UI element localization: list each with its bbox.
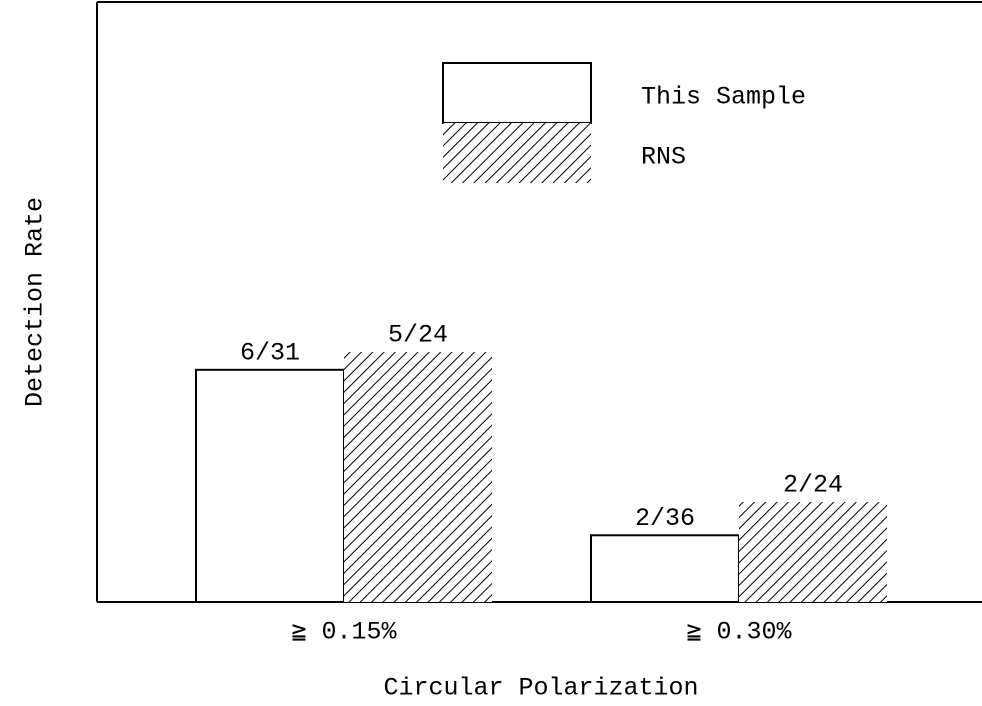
bar [195,368,345,603]
value-label: 2/24 [783,471,843,500]
legend-swatch [442,62,592,124]
value-label: 6/31 [240,338,300,367]
x-axis-label: Circular Polarization [383,674,698,703]
bar [739,502,887,602]
y-axis-label: Detection Rate [21,197,50,407]
x-tick-label: ≧ 0.15% [291,618,397,647]
legend-label: RNS [641,143,686,172]
legend-swatch [443,123,591,183]
bar [344,352,492,602]
bar [590,534,740,604]
value-label: 5/24 [388,321,448,350]
legend-label: This Sample [641,83,806,112]
value-label: 2/36 [635,504,695,533]
x-tick-label: ≧ 0.30% [686,618,792,647]
